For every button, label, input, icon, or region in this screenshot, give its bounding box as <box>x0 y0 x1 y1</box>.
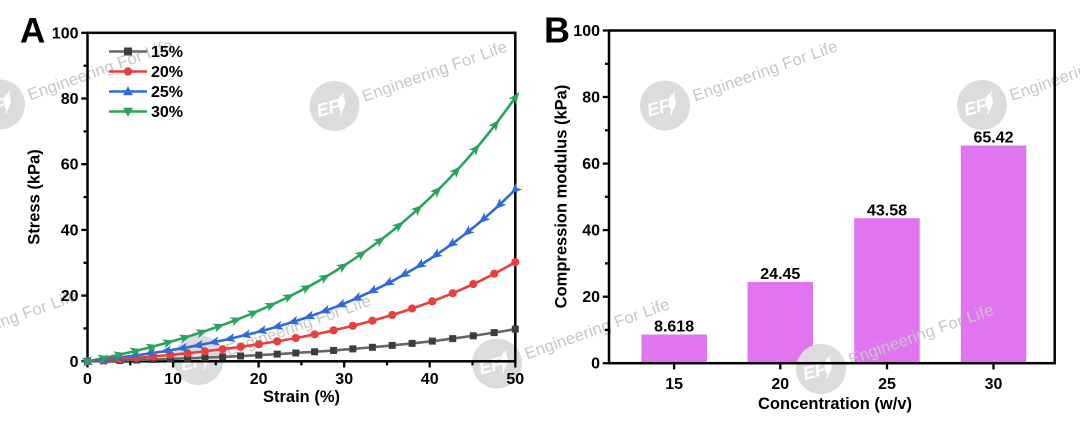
svg-text:40: 40 <box>61 222 79 239</box>
svg-text:24.45: 24.45 <box>760 266 800 283</box>
svg-text:Strain (%): Strain (%) <box>263 388 340 406</box>
svg-text:B: B <box>544 10 570 51</box>
svg-text:15%: 15% <box>151 44 183 61</box>
svg-text:30: 30 <box>985 376 1003 393</box>
svg-text:50: 50 <box>506 371 524 388</box>
svg-text:40: 40 <box>421 371 439 388</box>
svg-text:20: 20 <box>250 371 268 388</box>
svg-text:30: 30 <box>335 371 353 388</box>
svg-text:A: A <box>20 12 45 51</box>
svg-text:15: 15 <box>665 376 683 393</box>
svg-text:100: 100 <box>573 23 600 40</box>
svg-text:8.618: 8.618 <box>654 319 694 336</box>
svg-text:20: 20 <box>582 289 600 306</box>
svg-text:0: 0 <box>70 354 79 371</box>
svg-text:25: 25 <box>878 376 896 393</box>
svg-text:100: 100 <box>52 25 79 42</box>
svg-text:Compression modulus (kPa): Compression modulus (kPa) <box>553 85 571 309</box>
svg-text:25%: 25% <box>151 84 183 101</box>
svg-text:20: 20 <box>771 376 789 393</box>
svg-text:30%: 30% <box>151 104 183 121</box>
svg-text:0: 0 <box>83 371 92 388</box>
svg-text:60: 60 <box>61 157 79 174</box>
svg-text:EF: EF <box>0 94 8 120</box>
svg-text:20%: 20% <box>151 64 183 81</box>
svg-text:0: 0 <box>591 356 600 373</box>
svg-text:43.58: 43.58 <box>867 202 907 219</box>
svg-text:20: 20 <box>61 288 79 305</box>
svg-text:Stress (kPa): Stress (kPa) <box>26 149 44 244</box>
svg-text:80: 80 <box>61 91 79 108</box>
svg-text:10: 10 <box>164 371 182 388</box>
svg-text:80: 80 <box>582 90 600 107</box>
svg-text:40: 40 <box>582 223 600 240</box>
svg-text:65.42: 65.42 <box>973 130 1013 147</box>
svg-text:60: 60 <box>582 156 600 173</box>
svg-text:Concentration (w/v): Concentration (w/v) <box>758 395 912 413</box>
